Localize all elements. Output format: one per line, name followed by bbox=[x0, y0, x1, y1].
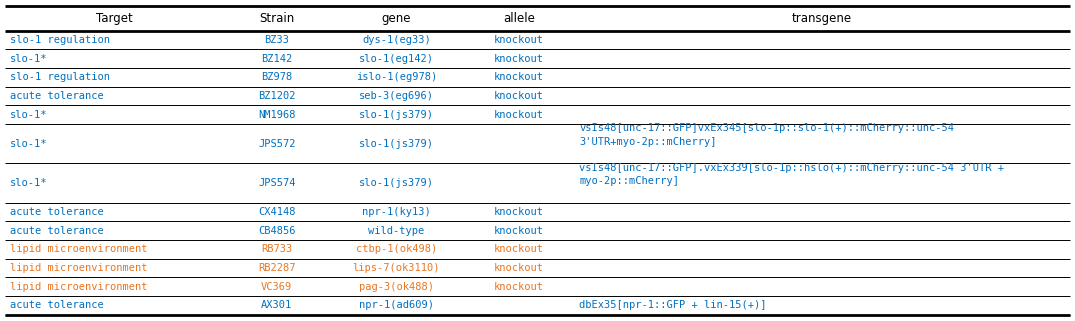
Text: slo-1*: slo-1* bbox=[10, 110, 47, 120]
Text: AX301: AX301 bbox=[261, 300, 292, 310]
Text: dbEx35[npr-1::GFP + lin-15(+)]: dbEx35[npr-1::GFP + lin-15(+)] bbox=[579, 300, 766, 310]
Text: vsIs48[unc-17::GFP].vxEx339[slo-1p::hslo(+)::mCherry::unc-54 3'UTR +
myo-2p::mCh: vsIs48[unc-17::GFP].vxEx339[slo-1p::hslo… bbox=[579, 163, 1004, 186]
Text: knockout: knockout bbox=[493, 226, 544, 236]
Text: CX4148: CX4148 bbox=[258, 207, 296, 217]
Text: slo-1(js379): slo-1(js379) bbox=[359, 110, 434, 120]
Text: JPS572: JPS572 bbox=[258, 139, 296, 149]
Text: knockout: knockout bbox=[493, 263, 544, 273]
Text: acute tolerance: acute tolerance bbox=[10, 91, 103, 101]
Text: npr-1(ad609): npr-1(ad609) bbox=[359, 300, 434, 310]
Text: Strain: Strain bbox=[259, 12, 295, 25]
Text: knockout: knockout bbox=[493, 244, 544, 254]
Text: npr-1(ky13): npr-1(ky13) bbox=[362, 207, 431, 217]
Text: knockout: knockout bbox=[493, 110, 544, 120]
Text: dys-1(eg33): dys-1(eg33) bbox=[362, 35, 431, 45]
Text: BZ33: BZ33 bbox=[264, 35, 289, 45]
Text: CB4856: CB4856 bbox=[258, 226, 296, 236]
Text: knockout: knockout bbox=[493, 35, 544, 45]
Text: transgene: transgene bbox=[792, 12, 852, 25]
Text: acute tolerance: acute tolerance bbox=[10, 207, 103, 217]
Text: vsIs48[unc-17::GFP]vxEx345[slo-1p::slo-1(+)::mCherry::unc-54
3'UTR+myo-2p::mCher: vsIs48[unc-17::GFP]vxEx345[slo-1p::slo-1… bbox=[579, 124, 954, 147]
Text: knockout: knockout bbox=[493, 282, 544, 291]
Text: BZ142: BZ142 bbox=[261, 54, 292, 64]
Text: gene: gene bbox=[382, 12, 412, 25]
Text: lipid microenvironment: lipid microenvironment bbox=[10, 282, 147, 291]
Text: lipid microenvironment: lipid microenvironment bbox=[10, 263, 147, 273]
Text: VC369: VC369 bbox=[261, 282, 292, 291]
Text: slo-1*: slo-1* bbox=[10, 139, 47, 149]
Text: lipid microenvironment: lipid microenvironment bbox=[10, 244, 147, 254]
Text: knockout: knockout bbox=[493, 91, 544, 101]
Text: slo-1*: slo-1* bbox=[10, 54, 47, 64]
Text: slo-1(js379): slo-1(js379) bbox=[359, 178, 434, 188]
Text: JPS574: JPS574 bbox=[258, 178, 296, 188]
Text: RB2287: RB2287 bbox=[258, 263, 296, 273]
Text: slo-1 regulation: slo-1 regulation bbox=[10, 35, 110, 45]
Text: BZ978: BZ978 bbox=[261, 73, 292, 82]
Text: BZ1202: BZ1202 bbox=[258, 91, 296, 101]
Text: RB733: RB733 bbox=[261, 244, 292, 254]
Text: pag-3(ok488): pag-3(ok488) bbox=[359, 282, 434, 291]
Text: slo-1*: slo-1* bbox=[10, 178, 47, 188]
Text: lips-7(ok3110): lips-7(ok3110) bbox=[353, 263, 441, 273]
Text: knockout: knockout bbox=[493, 54, 544, 64]
Text: slo-1(eg142): slo-1(eg142) bbox=[359, 54, 434, 64]
Text: ctbp-1(ok498): ctbp-1(ok498) bbox=[356, 244, 438, 254]
Text: wild-type: wild-type bbox=[369, 226, 425, 236]
Text: NM1968: NM1968 bbox=[258, 110, 296, 120]
Text: Target: Target bbox=[96, 12, 133, 25]
Text: acute tolerance: acute tolerance bbox=[10, 300, 103, 310]
Text: seb-3(eg696): seb-3(eg696) bbox=[359, 91, 434, 101]
Text: knockout: knockout bbox=[493, 73, 544, 82]
Text: islo-1(eg978): islo-1(eg978) bbox=[356, 73, 438, 82]
Text: slo-1(js379): slo-1(js379) bbox=[359, 139, 434, 149]
Text: slo-1 regulation: slo-1 regulation bbox=[10, 73, 110, 82]
Text: acute tolerance: acute tolerance bbox=[10, 226, 103, 236]
Text: knockout: knockout bbox=[493, 207, 544, 217]
Text: allele: allele bbox=[503, 12, 535, 25]
